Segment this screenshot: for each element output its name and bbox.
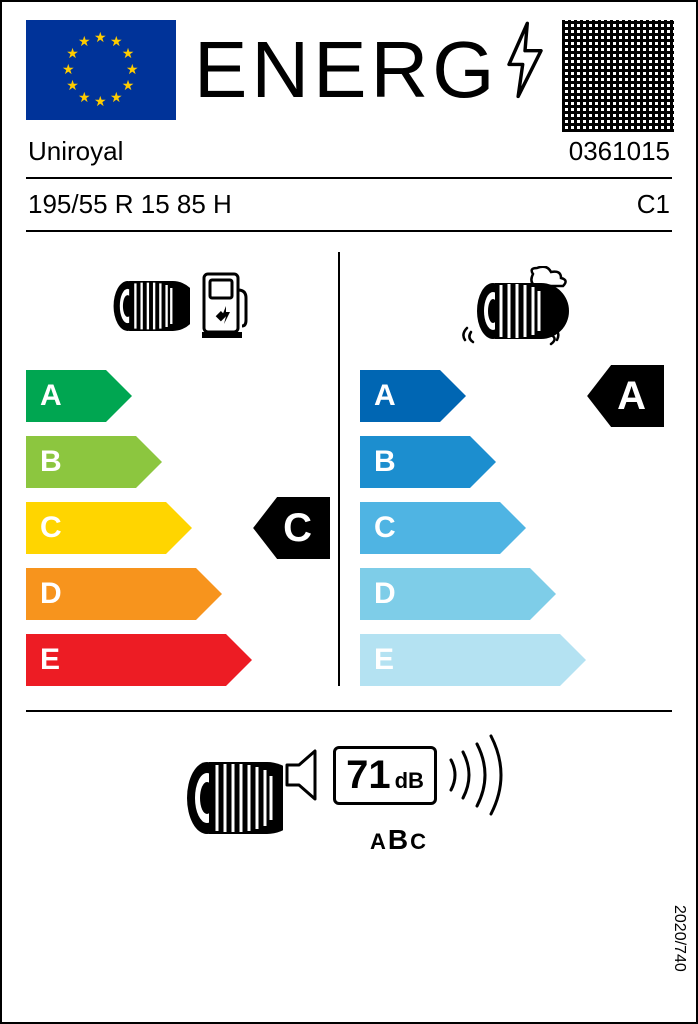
tire-row: 195/55 R 15 85 H C1 bbox=[2, 185, 696, 224]
rating-bar-row: E bbox=[360, 634, 672, 686]
product-code: 0361015 bbox=[569, 136, 670, 167]
result-tag: C bbox=[253, 497, 330, 559]
noise-value: 71 bbox=[346, 753, 391, 798]
wet-icon bbox=[360, 266, 672, 346]
rating-bar: A bbox=[26, 370, 132, 422]
bolt-icon bbox=[495, 21, 555, 120]
fuel-bars: ABCCDE bbox=[26, 370, 338, 686]
rating-bar-row: D bbox=[360, 568, 672, 620]
noise-a: A bbox=[370, 829, 388, 854]
divider-1 bbox=[26, 177, 672, 179]
result-tag: A bbox=[587, 365, 664, 427]
rating-bar: D bbox=[26, 568, 222, 620]
rating-bar-row: D bbox=[26, 568, 338, 620]
noise-c: C bbox=[410, 829, 428, 854]
noise-b: B bbox=[388, 824, 410, 855]
rating-bar: E bbox=[26, 634, 252, 686]
wet-grip-panel: AABCDE bbox=[338, 252, 672, 686]
noise-unit: dB bbox=[395, 768, 424, 794]
rating-bar: A bbox=[360, 370, 466, 422]
speaker-icon bbox=[283, 747, 333, 803]
energy-text: ENERG bbox=[194, 24, 499, 116]
rating-bar-row: B bbox=[26, 436, 338, 488]
rating-bar: B bbox=[360, 436, 496, 488]
rating-bar-row: E bbox=[26, 634, 338, 686]
eu-flag: ★★★★★★★★★★★★ bbox=[26, 20, 176, 120]
brand-row: Uniroyal 0361015 bbox=[2, 132, 696, 171]
fuel-efficiency-panel: ⬥ ABCCDE bbox=[26, 252, 338, 686]
rating-bar: E bbox=[360, 634, 586, 686]
tire-icon bbox=[112, 267, 190, 345]
rating-bar-row: CC bbox=[26, 502, 338, 554]
noise-stack: 71 dB ABC bbox=[283, 730, 515, 856]
rating-bar-row: A bbox=[26, 370, 338, 422]
wet-bars: AA BCDE bbox=[360, 370, 672, 686]
tire-class: C1 bbox=[637, 189, 670, 220]
header: ★★★★★★★★★★★★ ENERG bbox=[2, 2, 696, 132]
rating-bar-row: AA bbox=[360, 370, 672, 422]
rating-bar-row: C bbox=[360, 502, 672, 554]
rating-bar: C bbox=[26, 502, 192, 554]
noise-value-box: 71 dB bbox=[333, 746, 437, 805]
tire-noise-icon bbox=[183, 743, 283, 843]
rating-bar: D bbox=[360, 568, 556, 620]
noise-class-rating: ABC bbox=[370, 824, 428, 856]
rating-panels: ⬥ ABCCDE AABCDE bbox=[2, 238, 696, 686]
fuel-pump-icon: ⬥ bbox=[202, 272, 252, 340]
tire-rain-icon bbox=[451, 266, 581, 346]
noise-section: 71 dB ABC bbox=[26, 710, 672, 856]
regulation-number: 2020/740 bbox=[670, 905, 688, 972]
qr-code bbox=[562, 20, 674, 132]
rating-bar: B bbox=[26, 436, 162, 488]
sound-waves-icon bbox=[445, 730, 515, 820]
rating-bar: C bbox=[360, 502, 526, 554]
rating-bar-row: B bbox=[360, 436, 672, 488]
energy-title: ENERG bbox=[194, 21, 555, 120]
tire-size: 195/55 R 15 85 H bbox=[28, 189, 232, 220]
fuel-icon: ⬥ bbox=[26, 266, 338, 346]
divider-2 bbox=[26, 230, 672, 232]
brand-name: Uniroyal bbox=[28, 136, 123, 167]
